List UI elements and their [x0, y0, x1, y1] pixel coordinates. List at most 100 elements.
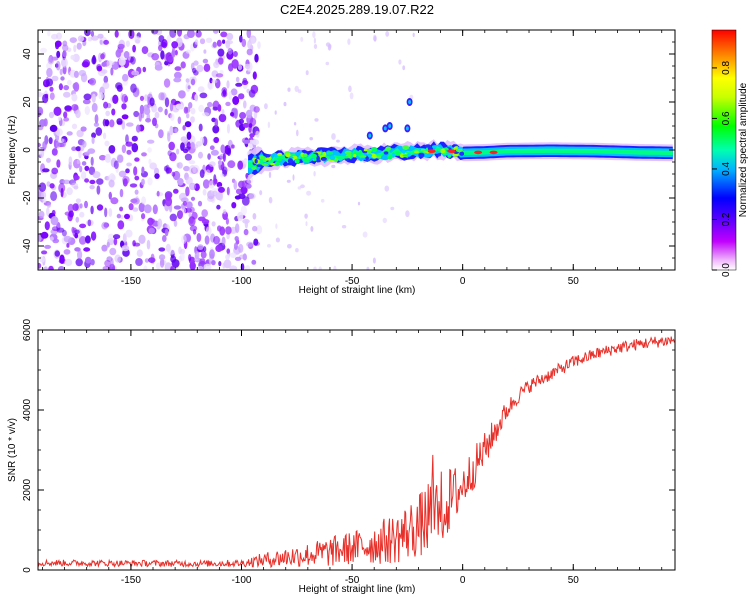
noise-speckle — [313, 266, 317, 270]
noise-speckle — [121, 93, 128, 104]
noise-speckle — [250, 84, 259, 94]
x-tick-label: 50 — [568, 276, 580, 287]
noise-speckle — [165, 164, 170, 175]
noise-speckle — [85, 235, 91, 244]
noise-speckle — [119, 188, 124, 198]
noise-speckle — [136, 249, 143, 257]
noise-speckle — [157, 218, 163, 228]
noise-speckle — [209, 249, 215, 259]
snr-series-line — [38, 336, 675, 569]
noise-speckle — [121, 120, 126, 130]
noise-speckle — [71, 146, 77, 151]
noise-speckle — [76, 129, 84, 138]
noise-speckle — [309, 137, 314, 141]
noise-speckle — [215, 73, 224, 78]
noise-speckle — [144, 258, 149, 263]
noise-speckle — [141, 213, 146, 220]
noise-speckle — [121, 144, 127, 154]
noise-speckle — [167, 249, 176, 255]
noise-speckle — [116, 213, 122, 219]
noise-speckle — [46, 181, 51, 187]
noise-speckle — [148, 158, 152, 165]
noise-speckle — [132, 207, 139, 212]
noise-speckle — [180, 197, 189, 203]
noise-speckle — [169, 102, 174, 112]
noise-speckle — [110, 258, 114, 268]
noise-speckle — [141, 152, 147, 157]
noise-speckle — [83, 247, 91, 252]
signal-blob — [360, 155, 367, 158]
noise-speckle — [57, 116, 62, 121]
noise-speckle — [128, 203, 134, 211]
noise-speckle — [347, 38, 351, 45]
noise-speckle — [241, 180, 247, 189]
noise-speckle — [242, 253, 247, 261]
noise-speckle — [194, 250, 200, 260]
noise-speckle — [64, 106, 73, 112]
noise-speckle — [264, 103, 268, 110]
noise-speckle — [184, 153, 192, 161]
noise-speckle — [84, 151, 90, 156]
noise-speckle — [51, 33, 58, 40]
noise-speckle — [218, 261, 222, 267]
noise-speckle — [141, 46, 149, 55]
noise-speckle — [148, 227, 155, 234]
signal-blob — [340, 153, 347, 157]
noise-speckle — [185, 78, 190, 83]
noise-speckle — [188, 160, 196, 165]
noise-speckle — [255, 130, 260, 138]
noise-speckle — [51, 167, 59, 175]
noise-speckle — [146, 239, 151, 250]
hot-spot — [489, 150, 498, 155]
noise-speckle — [90, 205, 94, 215]
noise-speckle — [143, 204, 152, 214]
noise-speckle — [108, 233, 114, 241]
noise-speckle — [131, 135, 138, 142]
noise-speckle — [222, 166, 228, 175]
noise-speckle — [235, 76, 240, 83]
noise-speckle — [183, 106, 189, 114]
signal-blob — [261, 163, 269, 166]
noise-speckle — [115, 49, 122, 58]
noise-speckle — [199, 92, 208, 99]
x-tick-label: -50 — [345, 575, 360, 586]
noise-speckle — [171, 41, 179, 49]
noise-speckle — [193, 70, 199, 76]
noise-speckle — [243, 158, 248, 165]
signal-blob — [376, 155, 382, 159]
spectrogram-y-label: Frequency (Hz) — [7, 116, 18, 185]
noise-speckle — [143, 107, 151, 115]
snr-y-label: SNR (10 * v/v) — [7, 418, 18, 482]
noise-speckle — [121, 245, 130, 252]
noise-speckle — [110, 197, 119, 205]
noise-speckle — [199, 169, 205, 179]
noise-speckle — [185, 176, 193, 185]
noise-speckle — [185, 186, 190, 197]
noise-speckle — [300, 36, 304, 42]
noise-speckle — [38, 146, 42, 156]
noise-speckle — [314, 118, 319, 122]
signal-blob — [387, 154, 393, 160]
noise-speckle — [104, 259, 111, 267]
signal-blob — [372, 154, 378, 159]
noise-speckle — [81, 161, 87, 166]
noise-speckle — [283, 101, 287, 107]
noise-speckle — [177, 30, 182, 37]
noise-speckle — [47, 56, 55, 65]
noise-speckle — [222, 152, 226, 162]
noise-speckle — [73, 175, 80, 181]
noise-speckle — [101, 244, 108, 252]
noise-speckle — [75, 198, 81, 203]
noise-speckle — [133, 166, 138, 176]
noise-speckle — [204, 235, 210, 245]
noise-speckle — [100, 69, 108, 74]
noise-speckle — [267, 244, 271, 248]
noise-speckle — [184, 146, 191, 151]
noise-speckle — [44, 221, 50, 231]
noise-speckle — [90, 30, 95, 37]
noise-speckle — [257, 41, 261, 49]
noise-speckle — [178, 90, 186, 99]
noise-speckle — [246, 48, 253, 56]
noise-speckle — [154, 173, 160, 180]
noise-speckle — [229, 252, 237, 258]
